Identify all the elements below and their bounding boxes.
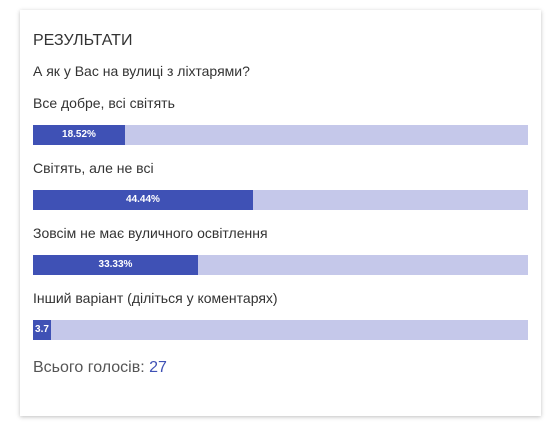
total-votes-label: Всього голосів:: [33, 359, 145, 376]
total-votes-count: 27: [149, 359, 167, 376]
result-bar-track: 44.44%: [33, 190, 528, 210]
total-votes: Всього голосів: 27: [33, 358, 529, 378]
result-bar-fill: 33.33%: [33, 255, 198, 275]
poll-option: Інший варіант (діліться у коментарях) 3.…: [33, 289, 529, 340]
poll-option: Все добре, всі світять 18.52%: [33, 94, 529, 145]
result-bar-fill: 18.52%: [33, 125, 125, 145]
option-label: Інший варіант (діліться у коментарях): [33, 290, 278, 306]
option-label: Все добре, всі світять: [33, 95, 175, 111]
result-bar-track: 33.33%: [33, 255, 528, 275]
poll-question: А як у Вас на вулиці з ліхтарями?: [33, 63, 250, 79]
option-label: Зовсім не має вуличного освітлення: [33, 225, 268, 241]
result-bar-fill: 44.44%: [33, 190, 253, 210]
results-title: РЕЗУЛЬТАТИ: [33, 32, 133, 49]
option-label: Світять, але не всі: [33, 160, 154, 176]
poll-option: Світять, але не всі 44.44%: [33, 159, 529, 210]
result-bar-fill: 3.7: [33, 320, 51, 340]
result-bar-track: 18.52%: [33, 125, 528, 145]
poll-option: Зовсім не має вуличного освітлення 33.33…: [33, 224, 529, 275]
result-bar-track: 3.7: [33, 320, 528, 340]
poll-results-card: РЕЗУЛЬТАТИ А як у Вас на вулиці з ліхтар…: [20, 10, 541, 416]
